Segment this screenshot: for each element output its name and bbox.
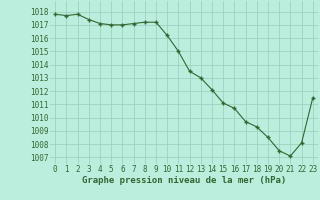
X-axis label: Graphe pression niveau de la mer (hPa): Graphe pression niveau de la mer (hPa) — [82, 176, 286, 185]
